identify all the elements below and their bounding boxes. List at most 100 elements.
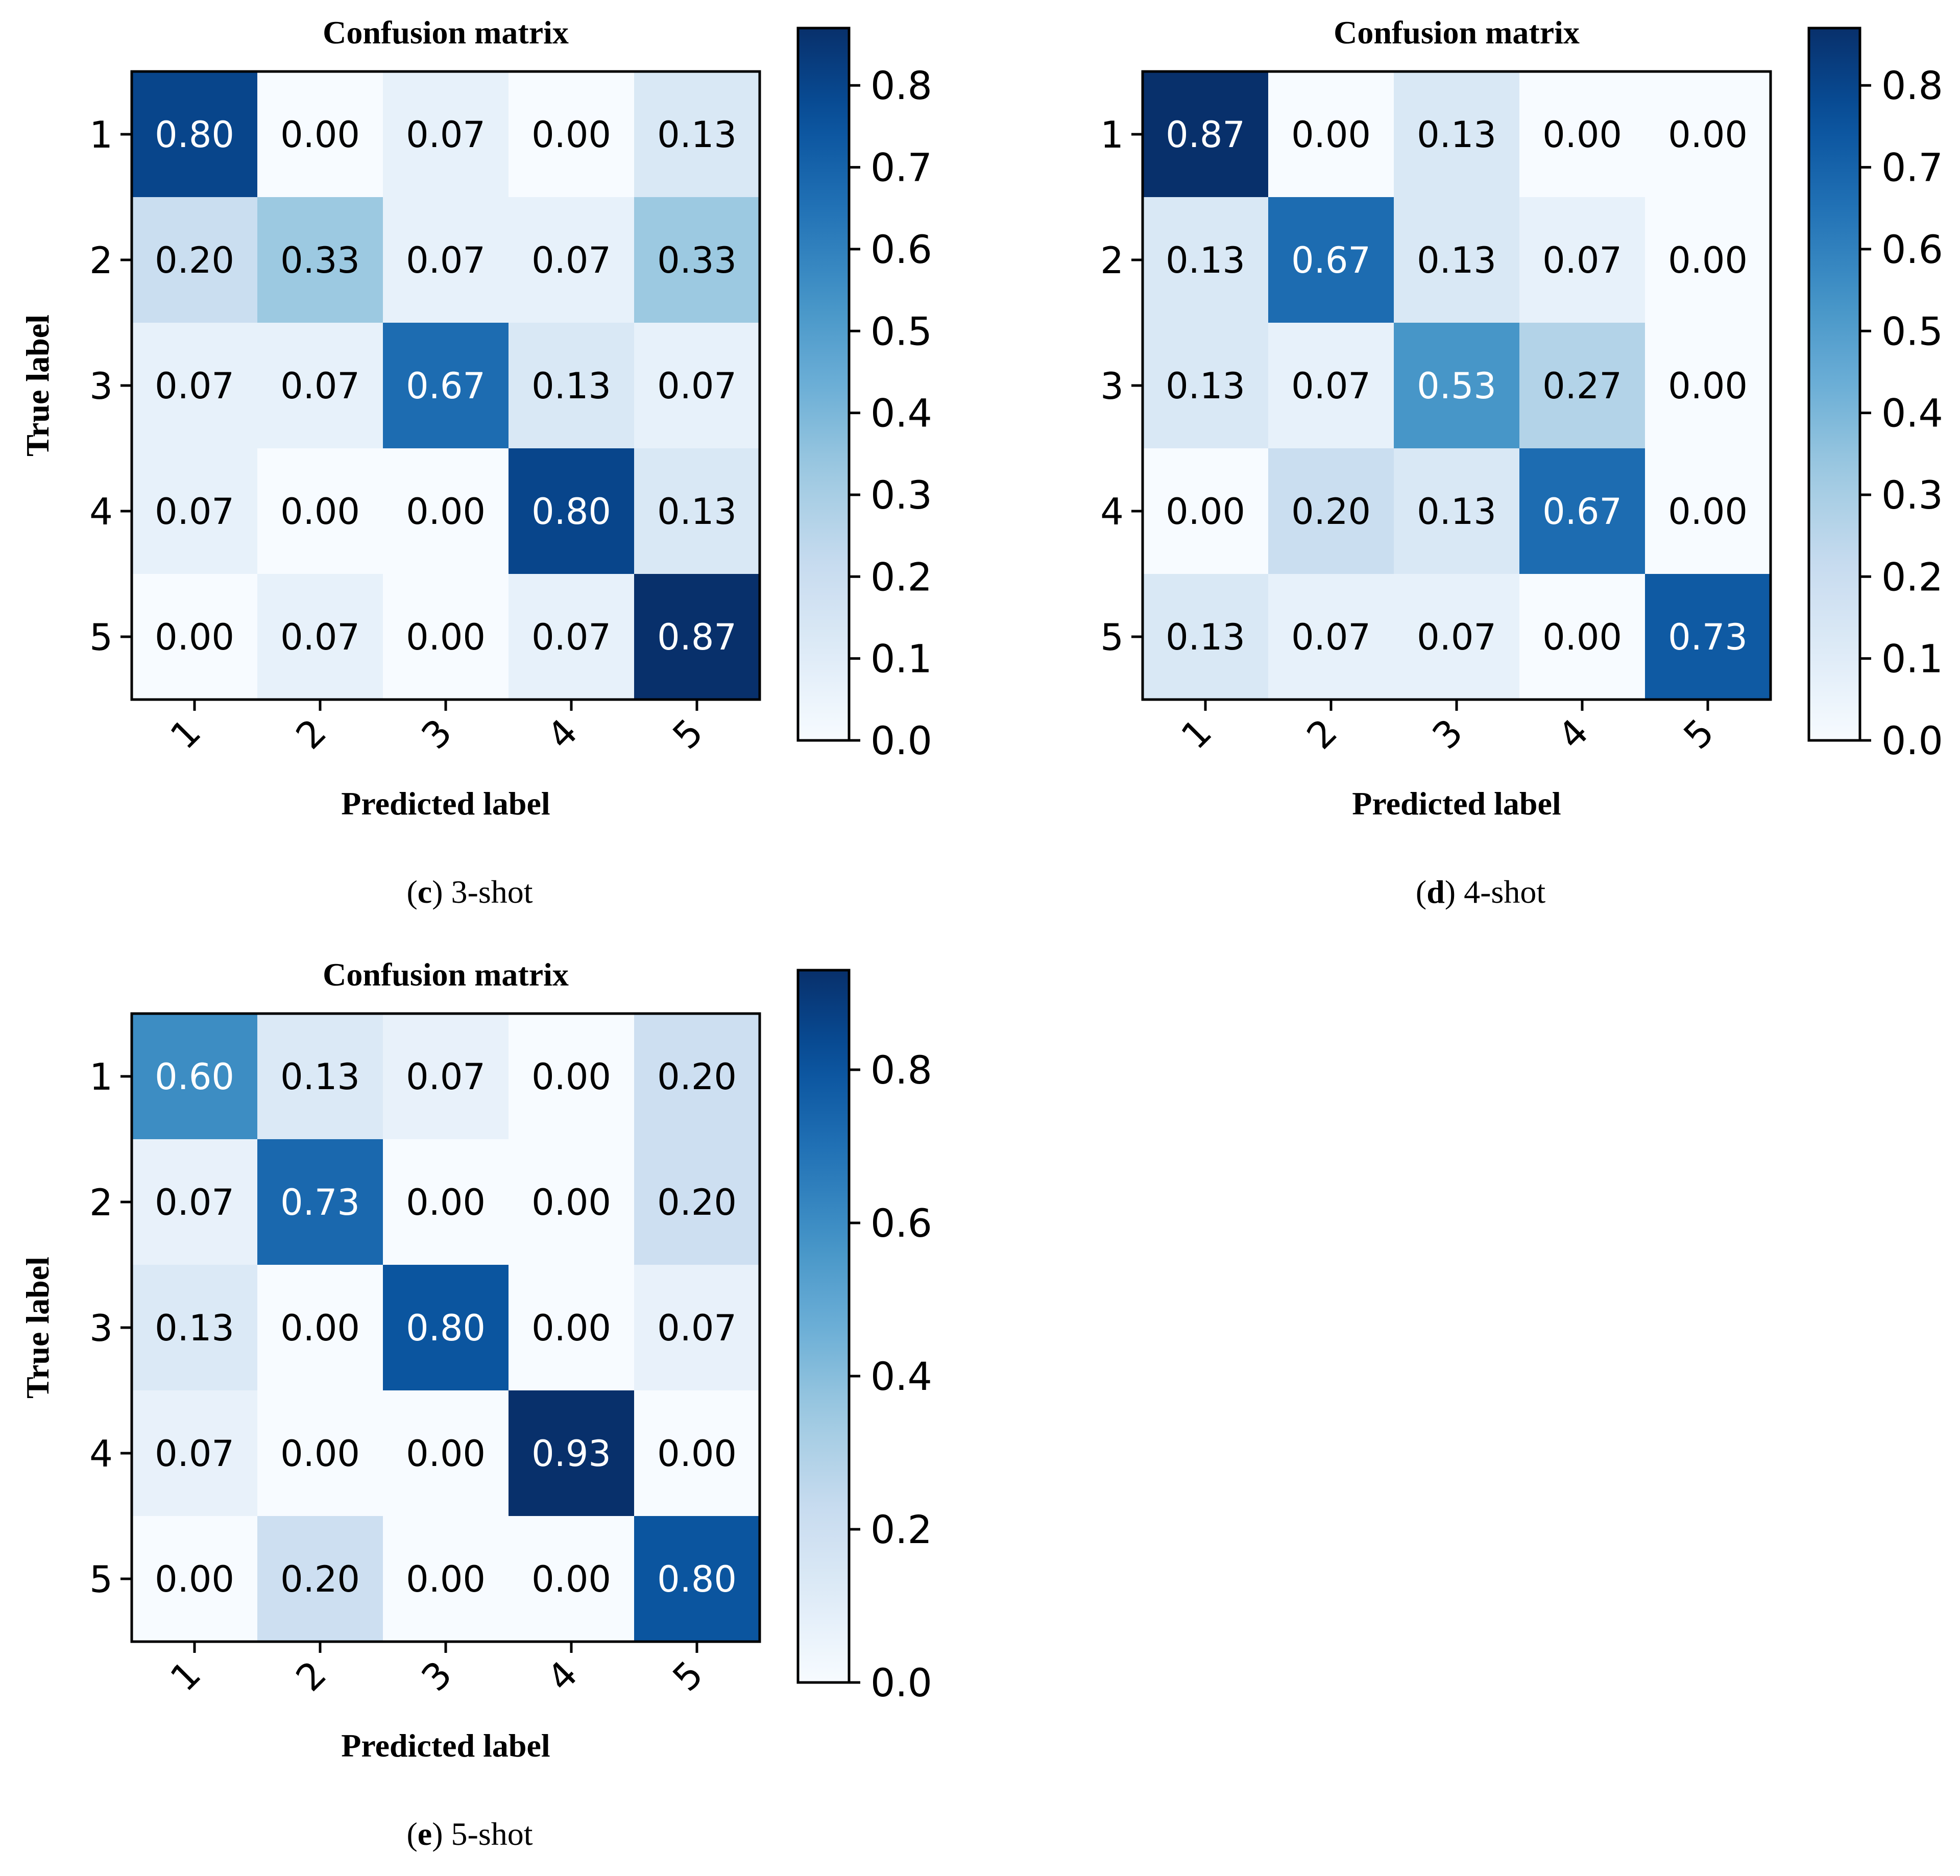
cell-value-label: 0.20 <box>657 1182 737 1223</box>
heatmap-cell <box>383 574 509 700</box>
cell-value-label: 0.67 <box>1291 239 1371 281</box>
heatmap-cell <box>634 323 760 448</box>
colorbar-tick-label: 0.4 <box>1881 391 1943 436</box>
cell-value-label: 0.53 <box>1417 365 1496 407</box>
cell-value-label: 0.07 <box>280 365 360 407</box>
heatmap-cell <box>132 1014 257 1139</box>
heatmap-cell <box>383 1014 509 1139</box>
cell-value-label: 0.00 <box>1291 114 1371 156</box>
colorbar-tick-label: 0.6 <box>870 227 932 272</box>
colorbar <box>796 969 851 1684</box>
heatmap-cell <box>509 1139 634 1265</box>
heatmap-cell <box>509 1014 634 1139</box>
heatmap-cell <box>132 574 257 700</box>
heatmap-cell <box>1645 448 1771 574</box>
heatmap-cell <box>1394 71 1519 197</box>
cell-value-label: 0.13 <box>1417 491 1496 533</box>
cell-value-label: 0.60 <box>155 1056 234 1098</box>
heatmap-cell <box>132 1516 257 1642</box>
x-tick-label: 2 <box>287 710 334 757</box>
heatmap-cell <box>383 1516 509 1642</box>
heatmap-cell <box>1645 71 1771 197</box>
heatmap-cell <box>1143 197 1268 323</box>
y-tick-label: 3 <box>89 365 113 407</box>
x-tick-label: 5 <box>1675 710 1722 757</box>
heatmap-cell <box>1645 197 1771 323</box>
heatmap-cell <box>1268 197 1394 323</box>
heatmap-cell <box>1394 448 1519 574</box>
cell-value-label: 0.13 <box>1166 239 1245 281</box>
cell-value-label: 0.07 <box>531 239 611 281</box>
heatmap-cell <box>383 71 509 197</box>
heatmap-cell <box>257 448 383 574</box>
y-tick-label: 4 <box>89 490 113 533</box>
x-tick-label: 5 <box>664 1652 711 1699</box>
heatmap-cell <box>257 1139 383 1265</box>
cell-value-label: 0.00 <box>1668 114 1748 156</box>
colorbar-tick-label: 0.6 <box>870 1200 932 1246</box>
heatmap-cell <box>509 71 634 197</box>
heatmap-cell <box>1268 448 1394 574</box>
cell-value-label: 0.00 <box>1668 365 1748 407</box>
cell-value-label: 0.00 <box>1668 491 1748 533</box>
cell-value-label: 0.00 <box>280 114 360 156</box>
y-tick-label: 5 <box>89 1558 113 1601</box>
cell-value-label: 0.13 <box>1417 114 1496 156</box>
cell-value-label: 0.00 <box>531 1307 611 1349</box>
heatmap-cell <box>1645 574 1771 700</box>
x-tick-label: 3 <box>1424 710 1471 757</box>
heatmap-cell <box>1268 71 1394 197</box>
heatmap-cell <box>383 1390 509 1516</box>
chart-title: Confusion matrix <box>1334 14 1580 51</box>
x-tick-label: 2 <box>287 1652 334 1699</box>
cell-value-label: 0.07 <box>531 616 611 658</box>
cell-value-label: 0.07 <box>657 1307 737 1349</box>
heatmap-cell <box>132 448 257 574</box>
heatmap-cell <box>1519 574 1645 700</box>
cell-value-label: 0.00 <box>280 491 360 533</box>
y-tick-label: 4 <box>1100 490 1124 533</box>
heatmap-cell <box>1143 71 1268 197</box>
heatmap-cell <box>509 1516 634 1642</box>
heatmap-cell <box>383 1139 509 1265</box>
cell-value-label: 0.07 <box>406 114 486 156</box>
heatmap-cell <box>634 1516 760 1642</box>
heatmap-cell <box>634 574 760 700</box>
x-tick-label: 1 <box>162 710 209 757</box>
heatmap-cell <box>509 448 634 574</box>
y-tick-label: 2 <box>89 1181 113 1224</box>
cell-value-label: 0.07 <box>280 616 360 658</box>
colorbar-tick-label: 0.0 <box>870 1660 932 1705</box>
y-axis-label: True label <box>19 315 56 456</box>
chart-title: Confusion matrix <box>323 14 569 51</box>
heatmap-cell <box>257 1014 383 1139</box>
cell-value-label: 0.00 <box>406 491 486 533</box>
heatmap-cell <box>509 1265 634 1390</box>
cell-value-label: 0.00 <box>406 1558 486 1600</box>
x-tick-label: 1 <box>162 1652 209 1699</box>
heatmap-cell <box>257 71 383 197</box>
cell-value-label: 0.13 <box>1166 616 1245 658</box>
heatmap-cell <box>1143 448 1268 574</box>
cell-value-label: 0.13 <box>657 114 737 156</box>
heatmap-cell <box>383 448 509 574</box>
colorbar-tick-label: 0.2 <box>870 554 932 599</box>
cell-value-label: 0.00 <box>155 1558 234 1600</box>
colorbar-tick-label: 0.0 <box>1881 718 1943 763</box>
x-tick-label: 4 <box>539 1652 586 1699</box>
caption-e: (e) 5-shot <box>406 1816 533 1852</box>
heatmap-cell <box>634 448 760 574</box>
cell-value-label: 0.80 <box>406 1307 486 1349</box>
cell-value-label: 0.87 <box>657 616 737 658</box>
colorbar-tick-label: 0.0 <box>870 718 932 763</box>
heatmap-cell <box>257 1516 383 1642</box>
cell-value-label: 0.07 <box>155 365 234 407</box>
heatmap-cell <box>383 323 509 448</box>
colorbar-tick-label: 0.1 <box>1881 636 1943 682</box>
colorbar-tick-label: 0.6 <box>1881 227 1943 272</box>
x-tick-label: 3 <box>413 1652 460 1699</box>
heatmap-cell <box>1268 574 1394 700</box>
x-tick-label: 4 <box>1550 710 1596 757</box>
cell-value-label: 0.87 <box>1166 114 1245 156</box>
heatmap-cell <box>634 71 760 197</box>
